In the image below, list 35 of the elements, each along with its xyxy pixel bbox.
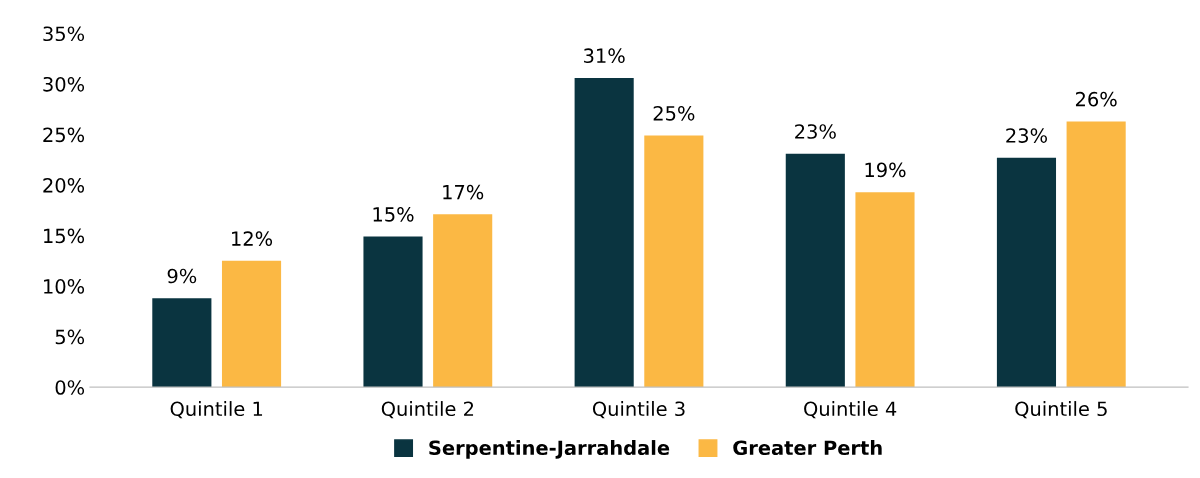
y-tick-label: 5% [55, 329, 85, 345]
data-label: 31% [584, 48, 625, 64]
y-tick-label: 0% [55, 380, 85, 395]
y-tick-label: 35% [43, 26, 85, 42]
y-tick-label: 25% [43, 127, 85, 143]
x-tick-label: Quintile 5 [1015, 401, 1107, 419]
bar [433, 214, 493, 388]
bar [855, 192, 915, 388]
bar [785, 153, 845, 388]
y-tick-label: 30% [43, 76, 85, 92]
x-tick-label: Quintile 2 [381, 401, 474, 419]
bar [996, 157, 1057, 388]
y-tick-label: 15% [44, 228, 85, 244]
bar [574, 77, 634, 388]
data-label: 15% [373, 207, 414, 222]
bar [1066, 121, 1126, 388]
x-tick-label: Quintile 1 [170, 401, 263, 419]
data-label: 26% [1075, 91, 1117, 107]
bar [363, 236, 423, 388]
bar [644, 135, 704, 388]
y-tick-label: 10% [44, 279, 85, 294]
bar [152, 298, 212, 388]
legend-label: Serpentine-Jarrahdale [429, 440, 670, 459]
x-tick-label: Quintile 4 [804, 401, 897, 419]
data-label: 12% [232, 231, 273, 246]
data-label: 19% [865, 162, 906, 178]
data-label: 9% [167, 268, 197, 284]
data-label: 23% [1006, 128, 1047, 143]
legend-label: Greater Perth [733, 440, 882, 456]
x-tick-label: Quintile 3 [592, 401, 685, 419]
y-tick-label: 20% [43, 178, 85, 193]
data-label: 25% [653, 105, 695, 121]
data-label: 17% [443, 184, 484, 200]
bar [221, 260, 282, 388]
data-label: 23% [795, 124, 836, 139]
